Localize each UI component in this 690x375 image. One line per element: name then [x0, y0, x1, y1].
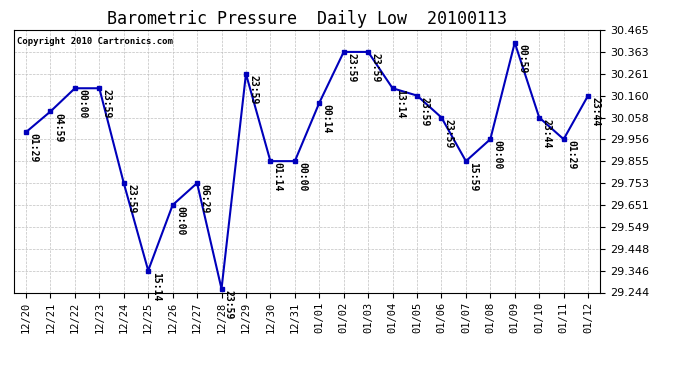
- Title: Barometric Pressure  Daily Low  20100113: Barometric Pressure Daily Low 20100113: [107, 10, 507, 28]
- Text: 15:14: 15:14: [150, 272, 161, 301]
- Text: 15:59: 15:59: [469, 162, 478, 192]
- Text: 23:59: 23:59: [102, 89, 112, 119]
- Text: 00:00: 00:00: [175, 206, 185, 236]
- Text: 23:59: 23:59: [371, 53, 381, 82]
- Text: 00:14: 00:14: [322, 104, 332, 134]
- Text: 01:14: 01:14: [273, 162, 283, 192]
- Text: 00:00: 00:00: [77, 89, 88, 119]
- Text: 23:59: 23:59: [346, 53, 356, 82]
- Text: 01:29: 01:29: [566, 140, 576, 170]
- Text: 23:59: 23:59: [420, 97, 429, 126]
- Text: 23:44: 23:44: [542, 118, 551, 148]
- Text: 23:59: 23:59: [444, 118, 454, 148]
- Text: 13:14: 13:14: [395, 89, 405, 119]
- Text: 04:59: 04:59: [53, 112, 63, 142]
- Text: 01:29: 01:29: [28, 133, 39, 163]
- Text: 23:59: 23:59: [224, 290, 234, 319]
- Text: 00:59: 00:59: [518, 44, 527, 73]
- Text: 00:00: 00:00: [297, 162, 307, 192]
- Text: 23:59: 23:59: [126, 184, 136, 213]
- Text: 06:29: 06:29: [199, 184, 210, 213]
- Text: 23:44: 23:44: [591, 97, 600, 126]
- Text: 23:59: 23:59: [248, 75, 258, 104]
- Text: 00:00: 00:00: [493, 140, 503, 170]
- Text: Copyright 2010 Cartronics.com: Copyright 2010 Cartronics.com: [17, 37, 172, 46]
